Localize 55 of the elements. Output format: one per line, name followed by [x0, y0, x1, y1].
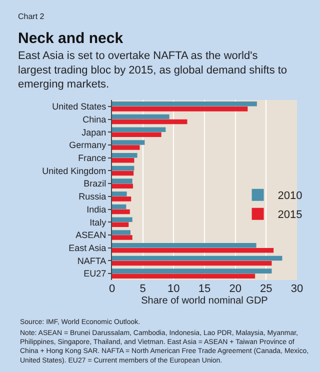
bar [112, 106, 248, 112]
x-axis-title: Share of world nominal GDP [141, 296, 268, 306]
bar [112, 192, 127, 196]
y-tick-label: East Asia [68, 243, 106, 254]
bar [112, 230, 130, 235]
y-tick-label: France [78, 153, 106, 164]
caption: Chart 2 [18, 12, 45, 21]
bar [112, 102, 257, 106]
bar [112, 114, 170, 120]
y-tick-label: NAFTA [77, 256, 106, 266]
bar [112, 178, 132, 184]
bar [112, 158, 134, 163]
bar [112, 152, 138, 158]
bar [112, 248, 274, 253]
bar [112, 166, 134, 171]
bar [112, 242, 256, 248]
y-tick-label: Russia [78, 192, 106, 202]
y-tick-label: United States [52, 102, 107, 112]
chart-title: Neck and neck [18, 30, 124, 47]
bar [112, 170, 134, 176]
bar [112, 217, 132, 222]
bar [112, 132, 162, 138]
y-tick-label: Brazil [84, 178, 106, 189]
x-tick-label: 15 [198, 283, 211, 295]
bar [112, 260, 272, 266]
bar [112, 119, 188, 124]
legend-label: 2015 [278, 209, 302, 222]
bar [112, 222, 129, 228]
bar [112, 235, 132, 240]
x-tick-label: 0 [108, 283, 116, 295]
bar [112, 196, 132, 202]
x-tick-label: 25 [260, 283, 272, 295]
chart-subtitle: East Asia is set to overtake NAFTA as the world's largest trading bloc by 2015, as global demand shifts to emerging markets. [18, 50, 288, 91]
bar [112, 268, 272, 274]
legend-label: 2010 [278, 190, 302, 202]
bar [112, 209, 130, 214]
y-tick-label: Germany [69, 140, 107, 150]
y-tick-label: India [86, 204, 106, 214]
bar [112, 256, 282, 261]
bar [112, 184, 133, 188]
x-tick-label: 10 [168, 283, 180, 295]
y-tick-label: Japan [82, 127, 106, 138]
bar [112, 274, 256, 278]
bar [112, 145, 140, 150]
x-tick-label: 30 [290, 283, 304, 295]
y-tick-label: EU27 [84, 268, 106, 279]
x-tick-label: 20 [229, 283, 242, 295]
y-tick-label: United Kingdom [42, 166, 106, 176]
bar [112, 127, 166, 132]
x-tick-label: 5 [140, 283, 146, 295]
bar [112, 140, 145, 145]
bar [112, 204, 126, 210]
y-tick-label: Italy [90, 217, 107, 228]
y-tick-label: China [82, 114, 106, 124]
y-tick-label: ASEAN [76, 230, 106, 240]
